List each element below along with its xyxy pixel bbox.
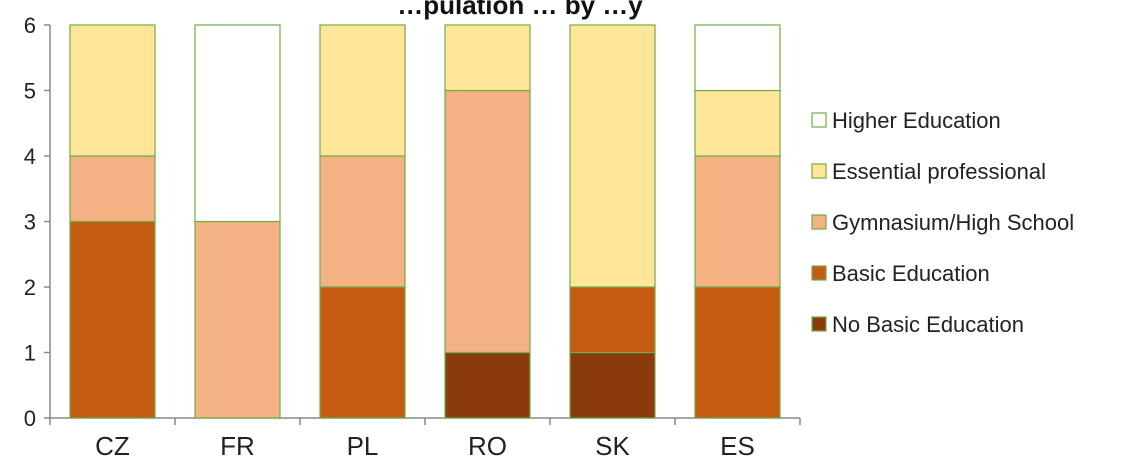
legend: Higher Education Essential professional Gy… <box>811 108 1074 337</box>
bar-cz-gymnasium-high-school <box>69 155 156 223</box>
x-tick-label: FR <box>220 431 255 461</box>
legend-swatch <box>811 112 827 128</box>
bar-sk-no-basic-education <box>569 351 656 419</box>
bar-es-basic-education <box>694 286 781 419</box>
y-tick-label: 0 <box>24 406 36 431</box>
y-tick-label: 1 <box>24 341 36 366</box>
bar-sk-essential-professional <box>569 24 656 288</box>
bars <box>69 24 781 419</box>
legend-label: Higher Education <box>832 108 1001 133</box>
legend-label: No Basic Education <box>832 312 1024 337</box>
y-tick-label: 5 <box>24 79 36 104</box>
bar-pl-basic-education <box>319 286 406 419</box>
x-tick-label: PL <box>347 431 379 461</box>
legend-swatch <box>811 316 827 332</box>
bar-cz-basic-education <box>69 220 156 419</box>
legend-swatch <box>811 214 827 230</box>
y-tick-label: 3 <box>24 210 36 235</box>
y-tick-label: 6 <box>24 13 36 38</box>
bar-sk-basic-education <box>569 286 656 354</box>
axes <box>49 25 801 425</box>
y-axis-ticks: 0 1 2 3 4 5 6 <box>24 13 50 431</box>
legend-label: Basic Education <box>832 261 990 286</box>
legend-label: Gymnasium/High School <box>832 210 1074 235</box>
bar-pl-gymnasium-high-school <box>319 155 406 288</box>
bar-ro-essential-professional <box>444 24 531 92</box>
bar-ro-no-basic-education <box>444 351 531 419</box>
chart-title: …pulation … by …y <box>397 0 643 20</box>
legend-label: Essential professional <box>832 159 1046 184</box>
x-axis-ticks: CZ FR PL RO SK ES <box>95 431 755 461</box>
x-tick-label: SK <box>595 431 630 461</box>
bar-ro-gymnasium-high-school <box>444 89 531 354</box>
x-tick-label: RO <box>468 431 507 461</box>
legend-swatch <box>811 265 827 281</box>
x-tick-label: ES <box>720 431 755 461</box>
bar-cz-essential-professional <box>69 24 156 157</box>
bar-fr-higher-education <box>194 24 281 223</box>
bar-es-essential-professional <box>694 89 781 157</box>
bar-es-gymnasium-high-school <box>694 155 781 288</box>
bar-fr-gymnasium-high-school <box>194 220 281 419</box>
legend-swatch <box>811 163 827 179</box>
bar-es-higher-education <box>694 24 781 92</box>
y-tick-label: 2 <box>24 275 36 300</box>
bar-pl-essential-professional <box>319 24 406 157</box>
x-tick-label: CZ <box>95 431 130 461</box>
y-tick-label: 4 <box>24 144 36 169</box>
